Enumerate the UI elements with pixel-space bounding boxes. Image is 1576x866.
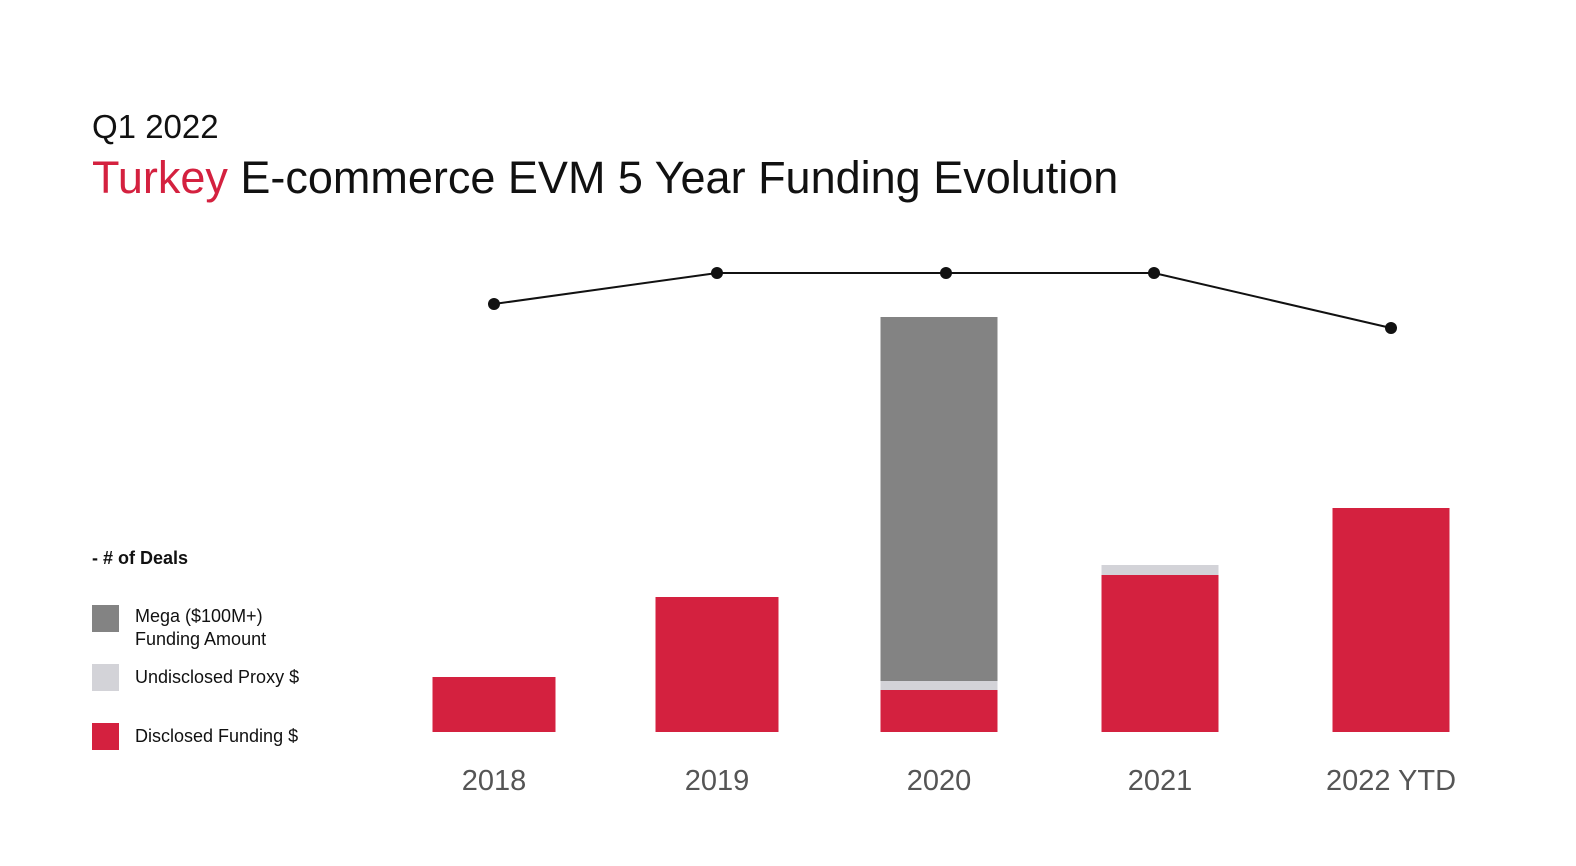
bar-disclosed-2021 <box>1101 575 1219 732</box>
legend-item-mega: Mega ($100M+) Funding Amount <box>92 605 266 651</box>
legend-swatch-undisclosed <box>92 664 119 691</box>
legend-label-undisclosed: Undisclosed Proxy $ <box>135 667 300 687</box>
chart-title: Turkey E-commerce EVM 5 Year Funding Evo… <box>92 152 1118 204</box>
x-tick-label: 2021 <box>1128 765 1193 797</box>
report-period: Q1 2022 <box>92 108 219 145</box>
legend-item-undisclosed: Undisclosed Proxy $ <box>92 664 299 691</box>
bar-mega-2020 <box>880 317 998 681</box>
x-tick-label: 2018 <box>462 765 527 797</box>
bar-undisclosed-2021 <box>1101 565 1219 575</box>
chart-title-text: E-commerce EVM 5 Year Funding Evolution <box>240 152 1119 203</box>
bar-disclosed-2020 <box>880 690 998 732</box>
bar-disclosed-2019 <box>655 597 779 732</box>
legend-item-disclosed: Disclosed Funding $ <box>92 723 298 750</box>
deals-point-2020 <box>940 267 952 279</box>
x-tick-label: 2019 <box>685 765 750 797</box>
x-tick-label: 2020 <box>907 765 972 797</box>
x-tick-label: 2022 YTD <box>1326 765 1456 797</box>
deals-point-2018 <box>488 298 500 310</box>
legend-label-disclosed: Disclosed Funding $ <box>135 726 299 746</box>
legend-swatch-mega <box>92 605 119 632</box>
deals-point-2022-ytd <box>1385 322 1397 334</box>
deals-point-2021 <box>1148 267 1160 279</box>
bar-undisclosed-2020 <box>880 681 998 690</box>
chart-title-highlight: Turkey <box>92 152 228 203</box>
legend-swatch-disclosed <box>92 723 119 750</box>
legend-deals-label: - # of Deals <box>92 548 189 568</box>
bar-disclosed-2022-ytd <box>1332 508 1450 732</box>
chart-legend: - # of Deals Mega ($100M+) Funding Amoun… <box>92 548 392 768</box>
legend-label-mega: Mega ($100M+) Funding Amount <box>135 606 267 649</box>
deals-point-2019 <box>711 267 723 279</box>
bar-disclosed-2018 <box>432 677 556 732</box>
